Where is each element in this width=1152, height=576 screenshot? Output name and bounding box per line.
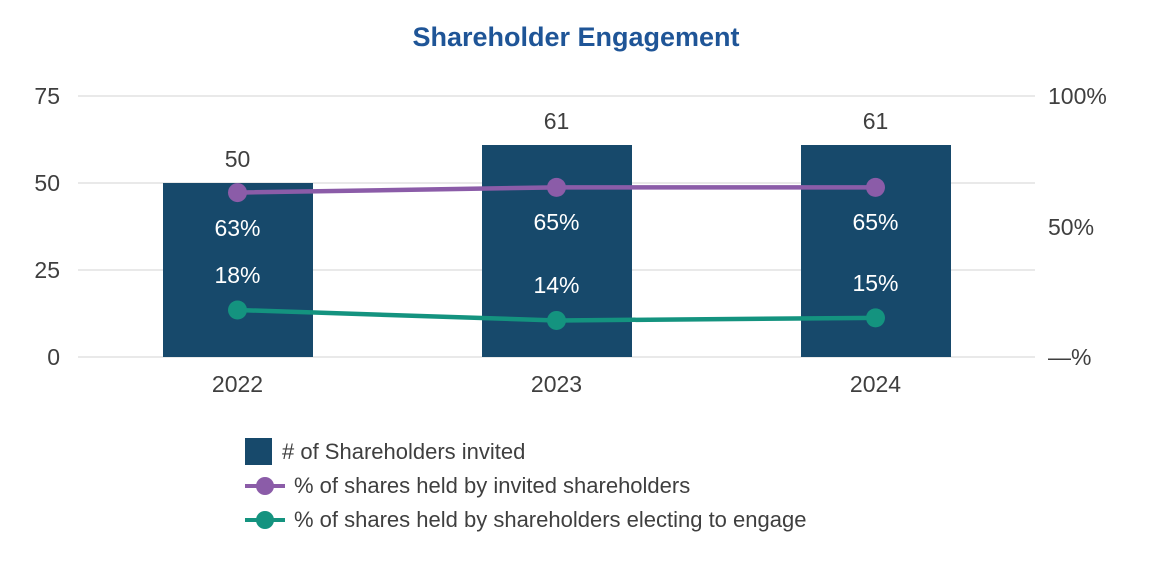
teal-line-marker-icon — [245, 506, 285, 533]
teal-dot-swatch — [256, 511, 274, 529]
gridline — [78, 95, 1035, 97]
purple-dot-swatch — [256, 477, 274, 495]
line-value-label: 18% — [214, 262, 261, 289]
line-value-label: 15% — [852, 269, 899, 296]
legend-item-shareholders-invited: # of Shareholders invited — [245, 437, 806, 466]
left-axis-tick-label: 25 — [34, 257, 60, 283]
right-axis-tick-label: 50% — [1048, 213, 1095, 240]
bar-value-label: 61 — [862, 107, 889, 134]
bar-2023 — [481, 144, 632, 357]
legend-label: % of shares held by shareholders electin… — [294, 506, 807, 532]
line-value-label: 65% — [533, 209, 580, 236]
legend-item-invited-shares: % of shares held by invited shareholders — [245, 471, 806, 500]
bar-value-label: 50 — [224, 146, 251, 172]
legend: # of Shareholders invited % of shares he… — [245, 437, 806, 534]
bar-2024 — [800, 144, 951, 357]
legend-item-engaging-shares: % of shares held by shareholders electin… — [245, 505, 806, 534]
legend-label: % of shares held by invited shareholders — [294, 472, 691, 498]
purple-line-marker-icon — [245, 472, 285, 499]
line-value-label: 65% — [852, 209, 899, 236]
gridline — [78, 356, 1035, 358]
left-axis-tick-label: 50 — [34, 170, 60, 196]
right-axis-tick-label: —% — [1048, 344, 1092, 370]
left-axis-tick-label: 0 — [47, 344, 60, 370]
x-axis-label: 2024 — [849, 371, 902, 397]
bar-2022 — [162, 183, 313, 357]
line-value-label: 63% — [214, 214, 261, 241]
bar-swatch-icon — [245, 438, 272, 465]
line-value-label: 14% — [533, 272, 580, 299]
chart-title: Shareholder Engagement — [412, 22, 740, 52]
bar-value-label: 61 — [543, 107, 570, 134]
x-axis-label: 2022 — [211, 371, 264, 397]
left-axis-tick-label: 75 — [34, 83, 60, 109]
x-axis-label: 2023 — [530, 371, 583, 397]
right-axis-tick-label: 100% — [1048, 83, 1107, 109]
legend-label: # of Shareholders invited — [282, 438, 526, 464]
